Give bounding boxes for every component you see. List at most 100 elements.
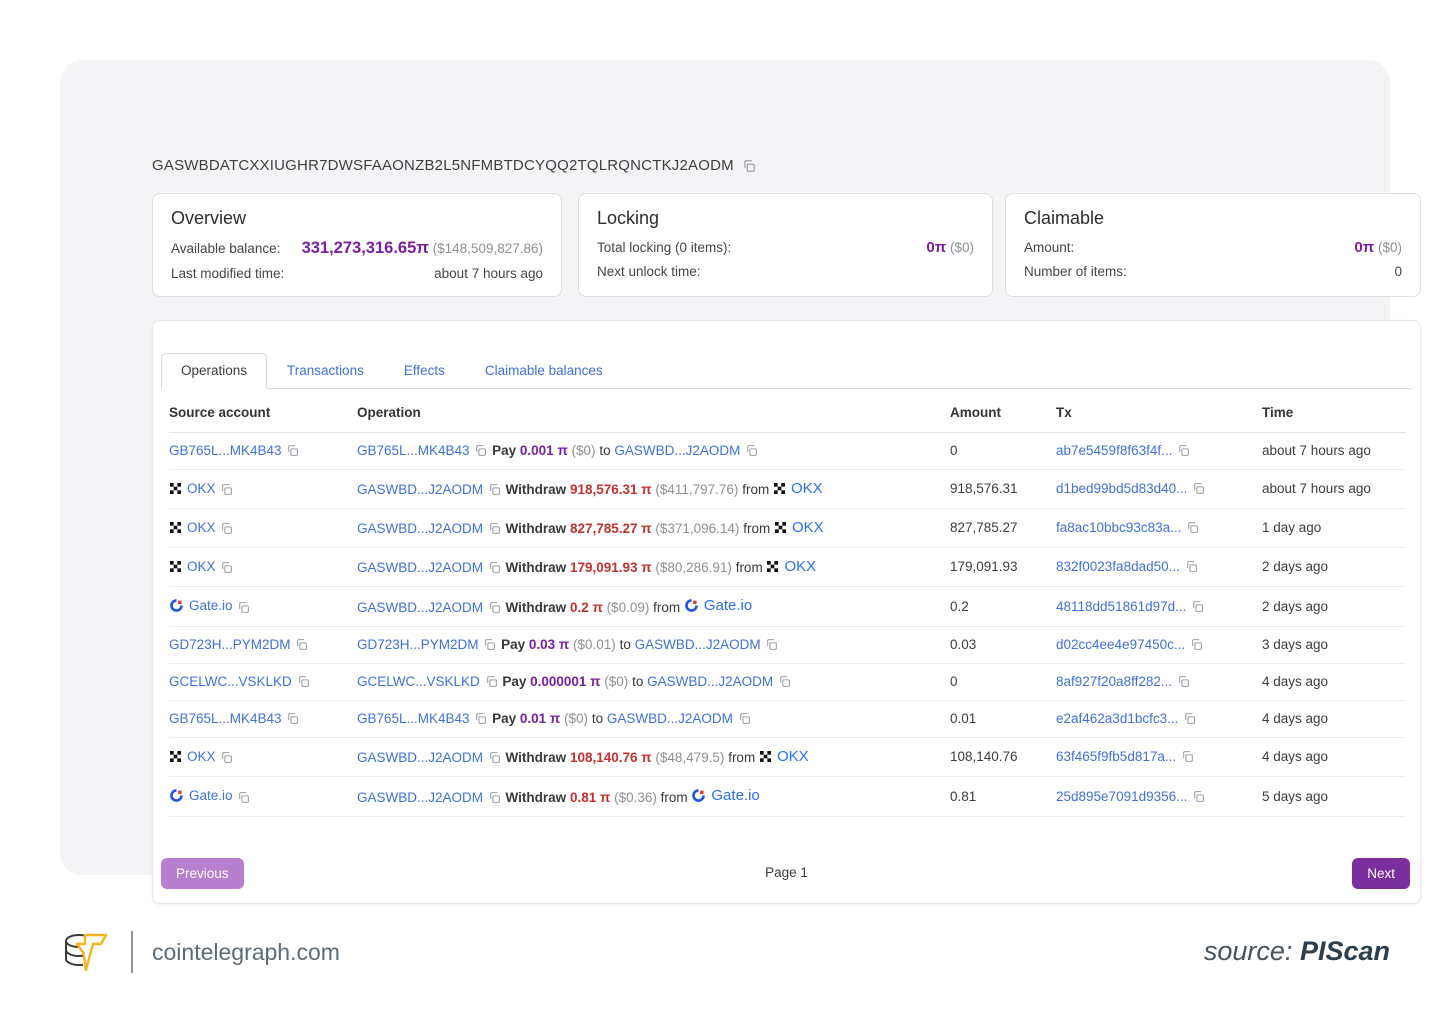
copy-icon[interactable] — [485, 675, 498, 688]
exchange-link[interactable]: OKX — [169, 481, 216, 496]
tab-claimable-balances[interactable]: Claimable balances — [484, 363, 603, 378]
copy-icon[interactable] — [1185, 560, 1198, 573]
account-link[interactable]: GASWBD...J2AODM — [357, 560, 484, 575]
tx-link[interactable]: 8af927f20a8ff282... — [1056, 674, 1173, 689]
copy-icon[interactable] — [1190, 638, 1203, 651]
copy-icon[interactable] — [1177, 675, 1190, 688]
previous-button[interactable]: Previous — [161, 858, 244, 889]
exchange-link[interactable]: Gate.io — [691, 787, 760, 804]
copy-icon[interactable] — [474, 444, 487, 457]
tx-link[interactable]: fa8ac10bbc93c83a... — [1056, 520, 1182, 535]
copy-icon[interactable] — [488, 791, 501, 804]
account-link[interactable]: GB765L...MK4B43 — [357, 443, 470, 458]
copy-icon[interactable] — [237, 791, 250, 804]
copy-icon[interactable] — [488, 522, 501, 535]
copy-icon[interactable] — [1181, 750, 1194, 763]
gateio-icon — [685, 599, 698, 612]
account-link[interactable]: GD723H...PYM2DM — [169, 637, 291, 652]
copy-icon[interactable] — [745, 444, 758, 457]
account-link[interactable]: GCELWC...VSKLKD — [357, 674, 480, 689]
account-link[interactable]: GASWBD...J2AODM — [357, 482, 484, 497]
copy-icon[interactable] — [220, 561, 233, 574]
copy-icon[interactable] — [488, 483, 501, 496]
exchange-link[interactable]: OKX — [169, 520, 216, 535]
operation-amount: 0.81 π — [569, 790, 611, 805]
copy-icon[interactable] — [488, 601, 501, 614]
account-link[interactable]: GB765L...MK4B43 — [357, 711, 470, 726]
tx-link[interactable]: 25d895e7091d9356... — [1056, 788, 1188, 804]
copy-icon[interactable] — [286, 444, 299, 457]
table-row: Gate.io GASWBD...J2AODM Withdraw 0.81 π … — [169, 776, 1406, 817]
exchange-link[interactable]: OKX — [169, 559, 216, 574]
account-link[interactable]: GD723H...PYM2DM — [357, 637, 479, 652]
operation-usd: ($411,797.76) — [655, 482, 739, 497]
copy-icon[interactable] — [778, 675, 791, 688]
operations-panel: Operations Transactions Effects Claimable b… — [152, 320, 1421, 904]
exchange-link[interactable]: OKX — [766, 558, 816, 575]
time-cell: 5 days ago — [1262, 776, 1406, 817]
copy-icon[interactable] — [488, 751, 501, 764]
gateio-icon — [170, 788, 183, 802]
tx-link[interactable]: d1bed99bd5d83d40... — [1056, 481, 1188, 496]
account-link[interactable]: GASWBD...J2AODM — [357, 750, 484, 765]
tab-effects[interactable]: Effects — [403, 363, 445, 378]
copy-icon[interactable] — [220, 522, 233, 535]
locking-title: Locking — [597, 208, 660, 228]
exchange-link[interactable]: Gate.io — [169, 598, 233, 613]
operation-amount: 827,785.27 π — [569, 521, 652, 536]
exchange-link[interactable]: Gate.io — [684, 597, 752, 614]
claimable-items-value: 0 — [1394, 264, 1402, 279]
amount-cell: 0.01 — [950, 700, 1056, 738]
column-header-source-account: Source account — [169, 391, 357, 433]
copy-icon[interactable] — [765, 638, 778, 651]
account-link[interactable]: GCELWC...VSKLKD — [169, 674, 292, 689]
tab-operations[interactable]: Operations — [161, 353, 268, 389]
account-link[interactable]: GASWBD...J2AODM — [634, 637, 761, 652]
account-link[interactable]: GASWBD...J2AODM — [606, 711, 733, 726]
account-link[interactable]: GASWBD...J2AODM — [357, 790, 484, 805]
claimable-amount-label: Amount: — [1024, 240, 1075, 255]
copy-icon[interactable] — [1186, 521, 1199, 534]
copy-icon[interactable] — [220, 751, 233, 764]
exchange-link[interactable]: Gate.io — [169, 788, 233, 803]
tx-link[interactable]: ab7e5459f8f63f4f... — [1056, 443, 1173, 458]
operation-amount: 108,140.76 π — [569, 750, 652, 765]
account-link[interactable]: GASWBD...J2AODM — [614, 443, 741, 458]
account-link[interactable]: GB765L...MK4B43 — [169, 443, 282, 458]
tx-cell: fa8ac10bbc93c83a... — [1056, 508, 1262, 548]
copy-icon[interactable] — [220, 483, 233, 496]
copy-icon[interactable] — [1191, 600, 1204, 613]
copy-icon[interactable] — [1183, 712, 1196, 725]
account-link[interactable]: GASWBD...J2AODM — [647, 674, 774, 689]
tx-link[interactable]: d02cc4ee4e97450c... — [1056, 637, 1186, 652]
exchange-link[interactable]: OKX — [774, 519, 824, 536]
copy-icon[interactable] — [1177, 444, 1190, 457]
copy-icon[interactable] — [742, 159, 756, 173]
exchange-link[interactable]: OKX — [759, 748, 809, 765]
copy-icon[interactable] — [286, 712, 299, 725]
account-link[interactable]: GASWBD...J2AODM — [357, 600, 484, 615]
copy-icon[interactable] — [738, 712, 751, 725]
copy-icon[interactable] — [1192, 482, 1205, 495]
copy-icon[interactable] — [297, 675, 310, 688]
tx-link[interactable]: 48118dd51861d97d... — [1056, 598, 1187, 614]
tx-link[interactable]: e2af462a3d1bcfc3... — [1056, 711, 1179, 726]
account-link[interactable]: GASWBD...J2AODM — [357, 521, 484, 536]
tx-link[interactable]: 832f0023fa8dad50... — [1056, 559, 1180, 574]
copy-icon[interactable] — [474, 712, 487, 725]
copy-icon[interactable] — [488, 561, 501, 574]
copy-icon[interactable] — [237, 601, 250, 614]
copy-icon[interactable] — [483, 638, 496, 651]
tx-link[interactable]: 63f465f9fb5d817a... — [1056, 749, 1177, 764]
copy-icon[interactable] — [295, 638, 308, 651]
copy-icon[interactable] — [1192, 790, 1205, 803]
table-header-row: Source account Operation Amount Tx Time — [169, 391, 1406, 433]
exchange-link[interactable]: OKX — [169, 749, 216, 764]
tab-transactions[interactable]: Transactions — [287, 363, 364, 378]
table-row: GB765L...MK4B43 GB765L...MK4B43 Pay 0.01… — [169, 700, 1406, 738]
next-button[interactable]: Next — [1352, 858, 1410, 889]
account-link[interactable]: GB765L...MK4B43 — [169, 711, 282, 726]
amount-cell: 918,576.31 — [950, 469, 1056, 509]
exchange-link[interactable]: OKX — [773, 480, 823, 497]
claimable-card: Claimable Amount: 0π ($0) Number of item… — [1005, 193, 1421, 297]
